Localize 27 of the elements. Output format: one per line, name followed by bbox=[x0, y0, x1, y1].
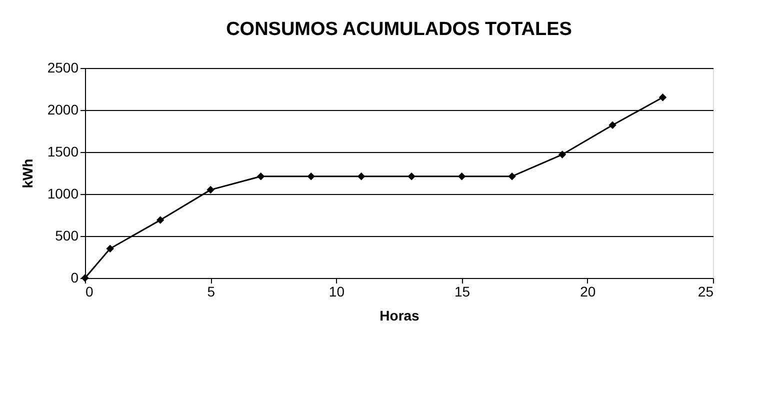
point bbox=[508, 172, 516, 180]
x-tick-label: 0 bbox=[86, 284, 94, 300]
point bbox=[608, 121, 616, 129]
point bbox=[106, 244, 114, 252]
y-tick-label: 2500 bbox=[47, 60, 79, 76]
y-axis-title: kWh bbox=[19, 158, 36, 188]
x-tick-label: 10 bbox=[328, 284, 345, 300]
point bbox=[256, 172, 265, 180]
point bbox=[458, 172, 466, 180]
x-axis-title: Horas bbox=[380, 308, 420, 324]
point bbox=[156, 216, 164, 224]
y-tick-label: 0 bbox=[70, 270, 79, 286]
x-tick-label: 5 bbox=[207, 284, 216, 300]
x-tick-label: 25 bbox=[698, 284, 714, 300]
y-tick-label: 2000 bbox=[47, 102, 79, 118]
point bbox=[307, 172, 315, 180]
y-tick-label: 1000 bbox=[47, 186, 79, 202]
point bbox=[408, 172, 416, 180]
y-tick-label: 500 bbox=[55, 228, 79, 244]
x-tick-label: 20 bbox=[580, 284, 596, 300]
x-tick-label: 15 bbox=[454, 284, 470, 300]
point bbox=[357, 172, 366, 180]
point bbox=[558, 150, 566, 158]
chart-title: CONSUMOS ACUMULADOS TOTALES bbox=[226, 19, 572, 40]
y-tick-label: 1500 bbox=[47, 144, 79, 160]
point bbox=[658, 94, 667, 102]
point bbox=[206, 186, 214, 194]
